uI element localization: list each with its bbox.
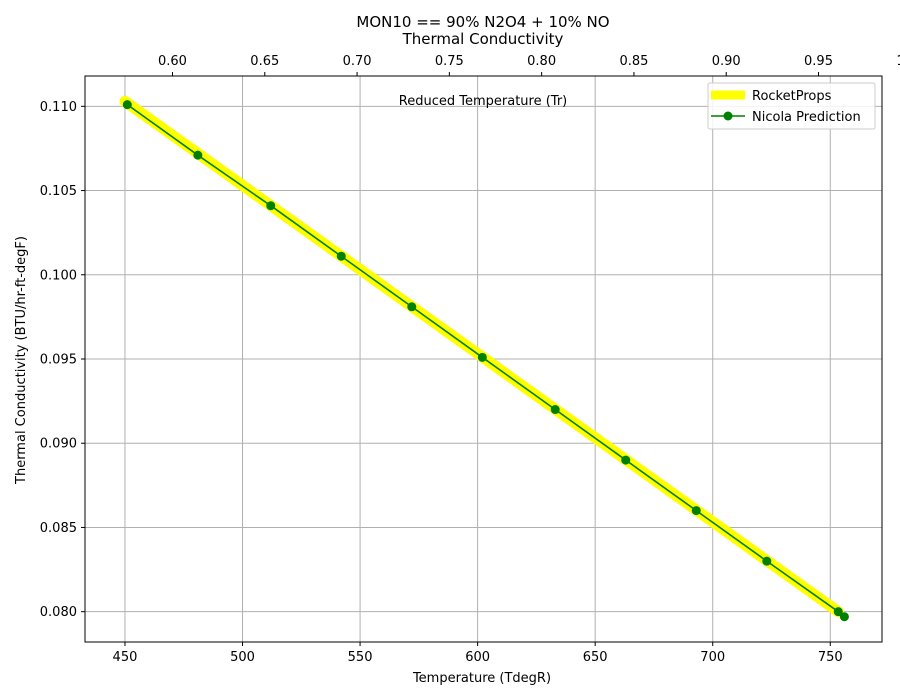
x-tick-label: 750 bbox=[818, 650, 843, 665]
y-axis: 0.080 0.085 0.090 0.095 0.100 0.105 0.110 bbox=[40, 100, 85, 620]
nicola-prediction-series bbox=[122, 100, 849, 622]
legend-box bbox=[707, 82, 876, 130]
top-x-tick-label: 0.75 bbox=[435, 54, 464, 69]
nicola-prediction-point bbox=[550, 405, 560, 415]
x-axis-label: Temperature (TdegR) bbox=[412, 671, 551, 686]
top-x-tick-label: 0.80 bbox=[527, 54, 556, 69]
top-x-axis: 0.60 0.65 0.70 0.75 0.80 0.85 0.90 0.95 1.00 bbox=[158, 54, 900, 76]
y-tick-label: 0.110 bbox=[40, 100, 77, 115]
top-x-tick-label: 0.65 bbox=[250, 54, 279, 69]
y-axis-label: Thermal Conductivity (BTU/hr-ft-degF) bbox=[14, 236, 29, 485]
nicola-prediction-point bbox=[839, 612, 849, 622]
chart-title: MON10 == 90% N2O4 + 10% NO bbox=[356, 13, 609, 31]
legend-nicola-label: Nicola Prediction bbox=[752, 110, 861, 125]
nicola-prediction-point bbox=[621, 455, 631, 465]
nicola-prediction-point bbox=[122, 100, 132, 110]
top-x-tick-label: 0.70 bbox=[343, 54, 372, 69]
nicola-prediction-point bbox=[266, 201, 276, 211]
legend-nicola-marker bbox=[723, 111, 733, 121]
y-tick-label: 0.085 bbox=[40, 521, 77, 536]
x-tick-label: 700 bbox=[700, 650, 725, 665]
x-tick-label: 450 bbox=[113, 650, 138, 665]
nicola-prediction-point bbox=[477, 352, 487, 362]
nicola-prediction-point bbox=[336, 251, 346, 261]
nicola-prediction-point bbox=[762, 556, 772, 566]
nicola-prediction-line bbox=[126, 103, 845, 618]
chart-subtitle: Thermal Conductivity bbox=[402, 30, 564, 48]
top-x-axis-label: Reduced Temperature (Tr) bbox=[399, 94, 567, 109]
nicola-prediction-point bbox=[691, 506, 701, 516]
y-tick-label: 0.080 bbox=[40, 605, 77, 620]
top-x-tick-label: 0.85 bbox=[619, 54, 648, 69]
y-tick-label: 0.095 bbox=[40, 353, 77, 368]
top-x-tick-label: 0.95 bbox=[804, 54, 833, 69]
y-tick-label: 0.090 bbox=[40, 437, 77, 452]
x-tick-label: 550 bbox=[348, 650, 373, 665]
x-tick-label: 500 bbox=[230, 650, 255, 665]
y-tick-label: 0.105 bbox=[40, 184, 77, 199]
top-x-tick-label: 0.90 bbox=[712, 54, 741, 69]
nicola-prediction-point bbox=[407, 302, 417, 312]
nicola-prediction-point bbox=[193, 150, 203, 160]
legend-rocketprops-label: RocketProps bbox=[752, 89, 832, 104]
legend: RocketProps Nicola Prediction bbox=[707, 82, 876, 130]
top-x-tick-label: 1.00 bbox=[896, 54, 900, 69]
x-tick-label: 600 bbox=[465, 650, 490, 665]
x-axis: 450 500 550 600 650 700 750 bbox=[113, 642, 843, 665]
y-tick-label: 0.100 bbox=[40, 268, 77, 283]
x-tick-label: 650 bbox=[583, 650, 608, 665]
top-x-tick-label: 0.60 bbox=[158, 54, 187, 69]
nicola-prediction-point bbox=[833, 607, 843, 617]
